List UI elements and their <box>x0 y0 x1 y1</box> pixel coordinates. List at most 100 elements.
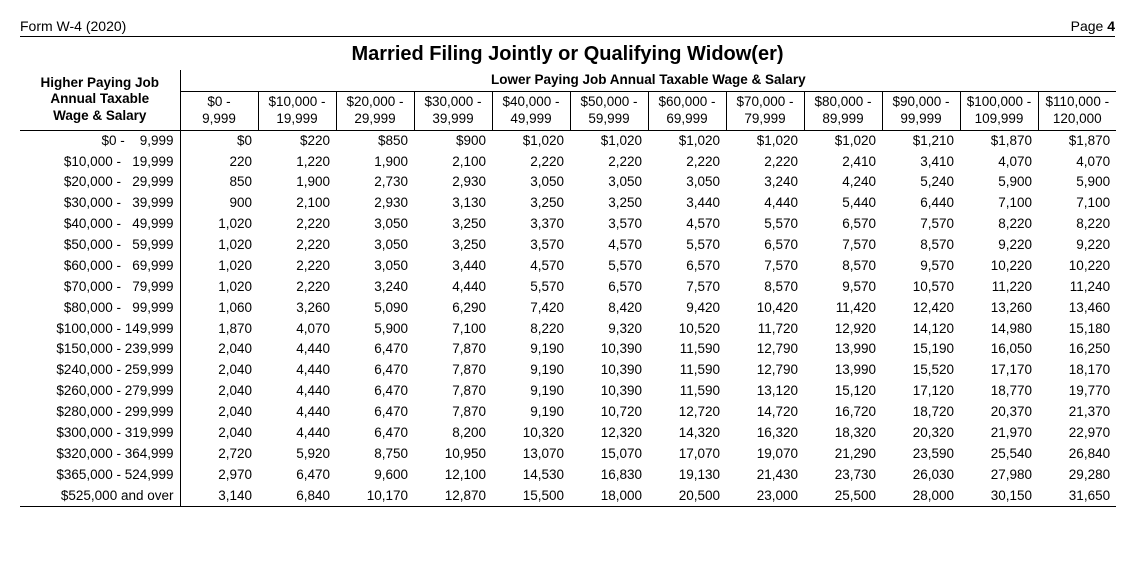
row-range-label: $300,000 - 319,999 <box>20 423 180 444</box>
column-range: $20,000 - 29,999 <box>336 91 414 130</box>
cell-value: 11,220 <box>960 277 1038 298</box>
table-row: $60,000 - 69,9991,0202,2203,0503,4404,57… <box>20 256 1116 277</box>
cell-value: 3,250 <box>414 214 492 235</box>
column-range: $10,000 - 19,999 <box>258 91 336 130</box>
table-row: $320,000 - 364,9992,7205,9208,75010,9501… <box>20 444 1116 465</box>
cell-value: 3,240 <box>726 172 804 193</box>
cell-value: 22,970 <box>1038 423 1116 444</box>
cell-value: 9,570 <box>882 256 960 277</box>
cell-value: 3,250 <box>492 193 570 214</box>
cell-value: 4,570 <box>648 214 726 235</box>
cell-value: 4,570 <box>492 256 570 277</box>
cell-value: 7,420 <box>492 298 570 319</box>
cell-value: 13,460 <box>1038 298 1116 319</box>
cell-value: 18,320 <box>804 423 882 444</box>
cell-value: 15,500 <box>492 486 570 507</box>
cell-value: 3,410 <box>882 152 960 173</box>
cell-value: 10,420 <box>726 298 804 319</box>
cell-value: 10,390 <box>570 381 648 402</box>
cell-value: 21,430 <box>726 465 804 486</box>
cell-value: 12,320 <box>570 423 648 444</box>
cell-value: 8,570 <box>726 277 804 298</box>
cell-value: 10,390 <box>570 339 648 360</box>
row-range-label: $365,000 - 524,999 <box>20 465 180 486</box>
cell-value: 13,120 <box>726 381 804 402</box>
column-range: $70,000 - 79,999 <box>726 91 804 130</box>
cell-value: 1,900 <box>258 172 336 193</box>
cell-value: 5,570 <box>570 256 648 277</box>
column-range: $90,000 - 99,999 <box>882 91 960 130</box>
cell-value: 29,280 <box>1038 465 1116 486</box>
cell-value: 4,070 <box>258 319 336 340</box>
cell-value: 8,220 <box>492 319 570 340</box>
cell-value: 12,420 <box>882 298 960 319</box>
table-row: $80,000 - 99,9991,0603,2605,0906,2907,42… <box>20 298 1116 319</box>
cell-value: 3,440 <box>648 193 726 214</box>
cell-value: 14,320 <box>648 423 726 444</box>
cell-value: 4,570 <box>570 235 648 256</box>
row-range-label: $40,000 - 49,999 <box>20 214 180 235</box>
cell-value: 9,190 <box>492 339 570 360</box>
table-row: $150,000 - 239,9992,0404,4406,4707,8709,… <box>20 339 1116 360</box>
column-group-title: Lower Paying Job Annual Taxable Wage & S… <box>180 70 1116 91</box>
cell-value: 7,570 <box>882 214 960 235</box>
cell-value: 3,050 <box>492 172 570 193</box>
cell-value: 12,100 <box>414 465 492 486</box>
column-range: $60,000 - 69,999 <box>648 91 726 130</box>
cell-value: 17,070 <box>648 444 726 465</box>
cell-value: 25,540 <box>960 444 1038 465</box>
column-range: $40,000 - 49,999 <box>492 91 570 130</box>
cell-value: 3,250 <box>570 193 648 214</box>
cell-value: 18,170 <box>1038 360 1116 381</box>
cell-value: $1,870 <box>960 130 1038 151</box>
cell-value: 5,570 <box>648 235 726 256</box>
cell-value: 18,770 <box>960 381 1038 402</box>
cell-value: 23,730 <box>804 465 882 486</box>
table-body: $0 - 9,999$0$220$850$900$1,020$1,020$1,0… <box>20 130 1116 507</box>
column-ranges-row: $0 - 9,999$10,000 - 19,999$20,000 - 29,9… <box>20 91 1116 130</box>
cell-value: 18,000 <box>570 486 648 507</box>
cell-value: 30,150 <box>960 486 1038 507</box>
table-row: $0 - 9,999$0$220$850$900$1,020$1,020$1,0… <box>20 130 1116 151</box>
cell-value: 21,370 <box>1038 402 1116 423</box>
cell-value: 4,440 <box>726 193 804 214</box>
cell-value: 2,100 <box>414 152 492 173</box>
cell-value: 16,720 <box>804 402 882 423</box>
cell-value: 25,500 <box>804 486 882 507</box>
cell-value: 2,220 <box>648 152 726 173</box>
row-header-title: Higher Paying Job Annual Taxable Wage & … <box>20 70 180 130</box>
cell-value: 4,440 <box>258 402 336 423</box>
cell-value: 1,020 <box>180 277 258 298</box>
cell-value: 9,320 <box>570 319 648 340</box>
cell-value: 2,220 <box>570 152 648 173</box>
tax-table: Higher Paying Job Annual Taxable Wage & … <box>20 70 1116 507</box>
table-row: $260,000 - 279,9992,0404,4406,4707,8709,… <box>20 381 1116 402</box>
table-row: $40,000 - 49,9991,0202,2203,0503,2503,37… <box>20 214 1116 235</box>
cell-value: 9,220 <box>1038 235 1116 256</box>
cell-value: 3,240 <box>336 277 414 298</box>
row-range-label: $0 - 9,999 <box>20 130 180 151</box>
cell-value: 8,220 <box>1038 214 1116 235</box>
cell-value: 2,220 <box>258 256 336 277</box>
cell-value: 23,000 <box>726 486 804 507</box>
cell-value: 2,220 <box>492 152 570 173</box>
cell-value: 12,720 <box>648 402 726 423</box>
cell-value: 8,220 <box>960 214 1038 235</box>
cell-value: 12,870 <box>414 486 492 507</box>
cell-value: 6,470 <box>336 402 414 423</box>
cell-value: 2,220 <box>258 214 336 235</box>
cell-value: 4,440 <box>258 381 336 402</box>
cell-value: 6,570 <box>648 256 726 277</box>
cell-value: 28,000 <box>882 486 960 507</box>
table-row: $70,000 - 79,9991,0202,2203,2404,4405,57… <box>20 277 1116 298</box>
cell-value: 11,720 <box>726 319 804 340</box>
cell-value: $220 <box>258 130 336 151</box>
row-range-label: $70,000 - 79,999 <box>20 277 180 298</box>
cell-value: 4,440 <box>414 277 492 298</box>
cell-value: 7,100 <box>414 319 492 340</box>
cell-value: 6,570 <box>570 277 648 298</box>
cell-value: 2,220 <box>258 277 336 298</box>
row-range-label: $60,000 - 69,999 <box>20 256 180 277</box>
table-head: Higher Paying Job Annual Taxable Wage & … <box>20 70 1116 130</box>
cell-value: 8,420 <box>570 298 648 319</box>
